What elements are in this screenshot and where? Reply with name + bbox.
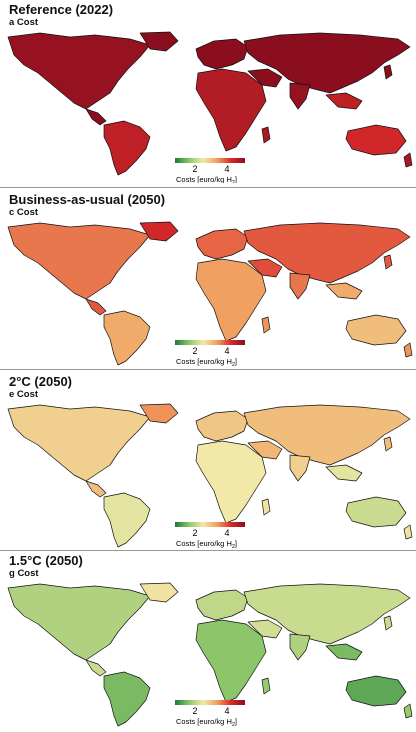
landmass-asia	[243, 404, 411, 466]
landmass-japan	[383, 64, 393, 80]
colorbar-tick-4: 4	[224, 706, 229, 716]
landmass-greenland	[139, 31, 179, 52]
colorbar-tick-4: 4	[224, 164, 229, 174]
cost-colorbar-legend: 2 4 Costs [euro/kg H2]	[175, 522, 245, 550]
panel-subtitle: a Cost	[9, 17, 39, 28]
panel-title: 2°C (2050)	[9, 374, 73, 389]
landmass-north-america	[7, 583, 151, 661]
landmass-europe	[195, 410, 249, 442]
landmass-southeast-asia	[325, 464, 363, 482]
map-panel-2c-2050: 2°C (2050) e Cost 2 4 Costs [euro/kg H2]	[0, 374, 416, 555]
colorbar-tick-2: 2	[192, 706, 197, 716]
colorbar-tick-4: 4	[224, 346, 229, 356]
colorbar	[175, 522, 245, 527]
landmass-australia	[345, 496, 407, 528]
panel-divider	[0, 369, 416, 370]
landmass-india	[289, 454, 311, 482]
landmass-asia	[243, 32, 411, 94]
landmass-africa	[195, 258, 267, 342]
landmass-africa	[195, 619, 267, 703]
cost-colorbar-legend: 2 4 Costs [euro/kg H2]	[175, 158, 245, 183]
landmass-madagascar	[261, 316, 271, 334]
panel-title: 1.5°C (2050)	[9, 553, 83, 568]
landmass-southeast-asia	[325, 643, 363, 661]
landmass-central-america	[85, 108, 107, 126]
landmass-middle-east	[247, 258, 283, 278]
landmass-india	[289, 82, 311, 110]
landmass-south-america	[103, 492, 151, 548]
landmass-new-zealand	[403, 703, 413, 719]
world-cost-map	[7, 31, 413, 176]
panel-title: Reference (2022)	[9, 2, 114, 17]
colorbar-label: Costs [euro/kg H2]	[176, 175, 237, 183]
landmass-europe	[195, 38, 249, 70]
landmass-africa	[195, 68, 267, 152]
panel-title: Business-as-usual (2050)	[9, 192, 166, 207]
landmass-asia	[243, 583, 411, 645]
colorbar-tick-2: 2	[192, 528, 197, 538]
landmass-madagascar	[261, 677, 271, 695]
world-cost-map	[7, 403, 413, 548]
landmass-north-america	[7, 404, 151, 482]
world-cost-map	[7, 221, 413, 366]
colorbar	[175, 158, 245, 163]
panel-subtitle: g Cost	[9, 568, 39, 579]
landmass-india	[289, 272, 311, 300]
cost-colorbar-legend: 2 4 Costs [euro/kg H2]	[175, 700, 245, 728]
panel-subtitle: e Cost	[9, 389, 39, 400]
colorbar-label: Costs [euro/kg H2]	[176, 357, 237, 368]
map-panel-reference-2022: Reference (2022) a Cost 2 4 Costs [euro/…	[0, 2, 416, 183]
landmass-south-america	[103, 310, 151, 366]
landmass-japan	[383, 436, 393, 452]
landmass-south-america	[103, 671, 151, 727]
colorbar	[175, 700, 245, 705]
landmass-new-zealand	[403, 342, 413, 358]
panel-divider	[0, 550, 416, 551]
panel-subtitle: c Cost	[9, 207, 39, 218]
map-panel-business-as-usual-2050: Business-as-usual (2050) c Cost 2 4 Cost…	[0, 192, 416, 373]
landmass-asia	[243, 222, 411, 284]
colorbar-label: Costs [euro/kg H2]	[176, 539, 237, 550]
landmass-australia	[345, 314, 407, 346]
landmass-south-america	[103, 120, 151, 176]
landmass-europe	[195, 589, 249, 621]
landmass-europe	[195, 228, 249, 260]
landmass-north-america	[7, 222, 151, 300]
landmass-australia	[345, 124, 407, 156]
landmass-middle-east	[247, 619, 283, 639]
landmass-north-america	[7, 32, 151, 110]
landmass-africa	[195, 440, 267, 524]
landmass-madagascar	[261, 498, 271, 516]
cost-colorbar-legend: 2 4 Costs [euro/kg H2]	[175, 340, 245, 368]
colorbar-tick-2: 2	[192, 164, 197, 174]
landmass-greenland	[139, 403, 179, 424]
landmass-australia	[345, 675, 407, 707]
colorbar-label: Costs [euro/kg H2]	[176, 717, 237, 728]
landmass-middle-east	[247, 68, 283, 88]
landmass-southeast-asia	[325, 282, 363, 300]
landmass-new-zealand	[403, 152, 413, 168]
landmass-central-america	[85, 659, 107, 677]
landmass-greenland	[139, 221, 179, 242]
landmass-japan	[383, 254, 393, 270]
landmass-japan	[383, 615, 393, 631]
landmass-greenland	[139, 582, 179, 603]
landmass-new-zealand	[403, 524, 413, 540]
colorbar-tick-4: 4	[224, 528, 229, 538]
landmass-middle-east	[247, 440, 283, 460]
world-cost-map	[7, 582, 413, 727]
colorbar	[175, 340, 245, 345]
landmass-central-america	[85, 298, 107, 316]
landmass-central-america	[85, 480, 107, 498]
landmass-india	[289, 633, 311, 661]
landmass-madagascar	[261, 126, 271, 144]
colorbar-tick-2: 2	[192, 346, 197, 356]
panel-divider	[0, 187, 416, 188]
landmass-southeast-asia	[325, 92, 363, 110]
map-panel-1-5c-2050: 1.5°C (2050) g Cost 2 4 Costs [euro/kg H…	[0, 553, 416, 732]
